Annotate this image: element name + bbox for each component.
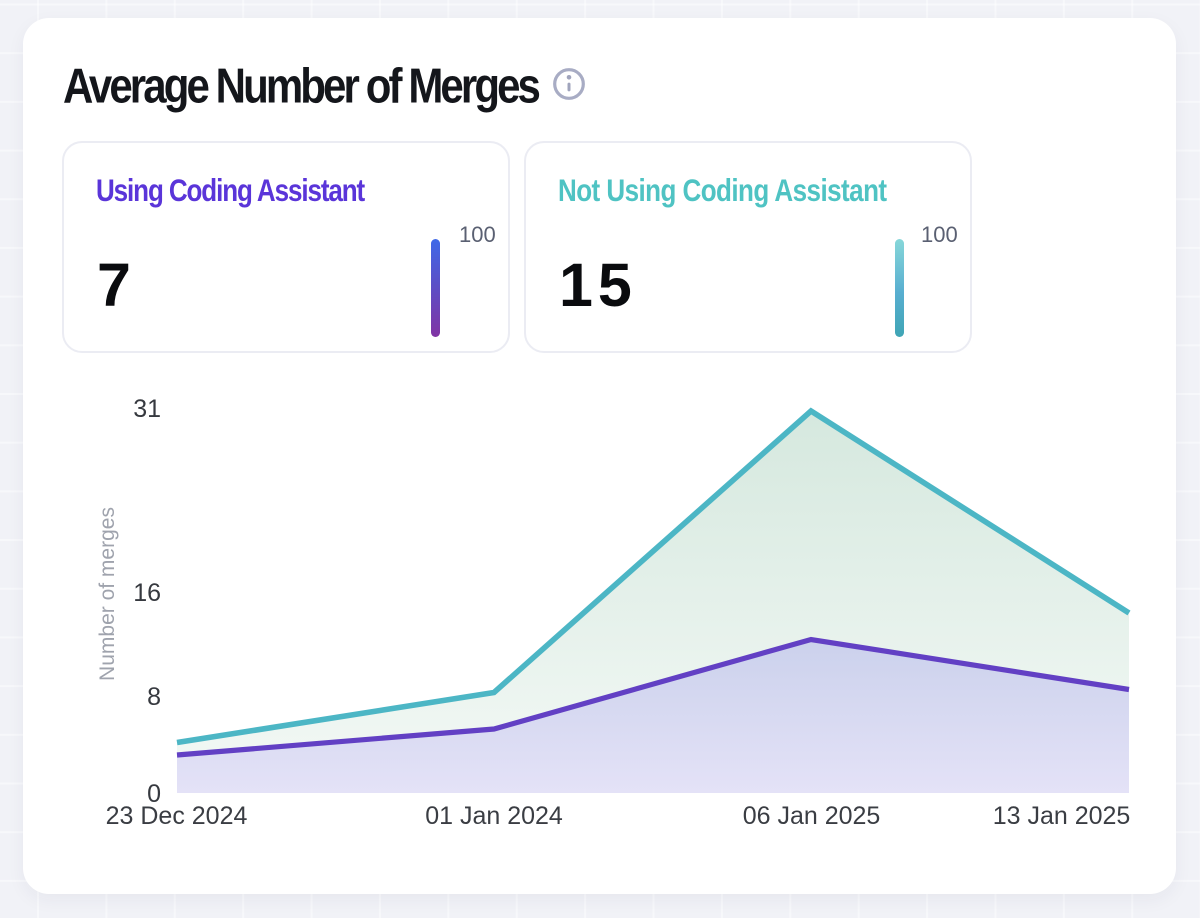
svg-text:0: 0 — [147, 780, 161, 808]
svg-text:13 Jan 2025: 13 Jan 2025 — [993, 802, 1131, 830]
svg-text:06 Jan 2025: 06 Jan 2025 — [743, 802, 881, 830]
svg-text:23 Dec 2024: 23 Dec 2024 — [106, 802, 248, 830]
svg-text:31: 31 — [133, 395, 161, 423]
svg-text:01 Jan 2024: 01 Jan 2024 — [425, 802, 563, 830]
svg-text:16: 16 — [133, 579, 161, 607]
svg-text:8: 8 — [147, 683, 161, 711]
svg-text:Number of merges: Number of merges — [96, 507, 119, 681]
